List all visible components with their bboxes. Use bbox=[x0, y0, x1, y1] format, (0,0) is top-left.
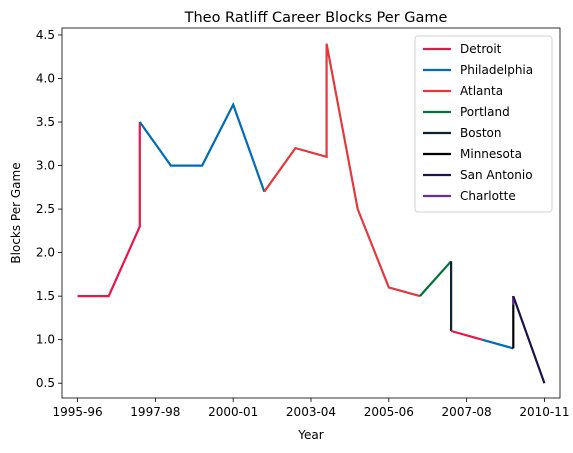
y-tick-label: 1.5 bbox=[36, 289, 55, 303]
x-tick-label: 1995-96 bbox=[52, 405, 102, 419]
y-axis: 0.5 1.0 1.5 2.0 2.5 3.0 3.5 4.0 4.5 bbox=[36, 28, 62, 390]
series-line-atlanta bbox=[263, 43, 421, 298]
plot-area bbox=[77, 43, 546, 384]
legend-label: Boston bbox=[460, 126, 501, 140]
legend-box bbox=[414, 35, 553, 213]
x-tick-label: 2005-06 bbox=[364, 405, 414, 419]
y-tick-label: 4.0 bbox=[36, 71, 55, 85]
x-tick-label: 1997-98 bbox=[130, 405, 180, 419]
series-line-philadelphia bbox=[138, 101, 266, 193]
y-tick-label: 0.5 bbox=[36, 376, 55, 390]
chart-title: Theo Ratliff Career Blocks Per Game bbox=[184, 10, 448, 26]
x-axis: 1995-96 1997-98 2000-01 2003-04 2005-06 2007-… bbox=[52, 398, 570, 419]
legend-label: Minnesota bbox=[460, 147, 522, 161]
x-tick-label: 2000-01 bbox=[208, 405, 258, 419]
legend-label: Philadelphia bbox=[460, 63, 533, 77]
y-tick-label: 3.5 bbox=[36, 115, 55, 129]
y-tick-label: 1.0 bbox=[36, 333, 55, 347]
x-axis-label: Year bbox=[297, 428, 323, 442]
series-line-san-antonio bbox=[512, 295, 546, 384]
y-tick-label: 3.0 bbox=[36, 159, 55, 173]
y-tick-label: 2.5 bbox=[36, 202, 55, 216]
series-line-detroit bbox=[77, 122, 141, 298]
legend-label: Portland bbox=[460, 105, 510, 119]
y-tick-label: 4.5 bbox=[36, 28, 55, 42]
legend-label: Atlanta bbox=[460, 84, 503, 98]
legend: Detroit Philadelphia Atlanta Portland Boston… bbox=[414, 35, 553, 213]
y-tick-label: 2.0 bbox=[36, 246, 55, 260]
y-axis-label: Blocks Per Game bbox=[9, 162, 23, 263]
x-tick-label: 2007-08 bbox=[442, 405, 492, 419]
legend-label: San Antonio bbox=[460, 168, 533, 182]
series-line-detroit bbox=[450, 329, 483, 341]
legend-label: Charlotte bbox=[460, 189, 516, 203]
legend-label: Detroit bbox=[460, 42, 502, 56]
x-tick-label: 2010-11 bbox=[519, 405, 569, 419]
series-line-philadelphia bbox=[481, 338, 514, 350]
series-line-portland bbox=[419, 260, 452, 297]
x-tick-label: 2003-04 bbox=[286, 405, 336, 419]
